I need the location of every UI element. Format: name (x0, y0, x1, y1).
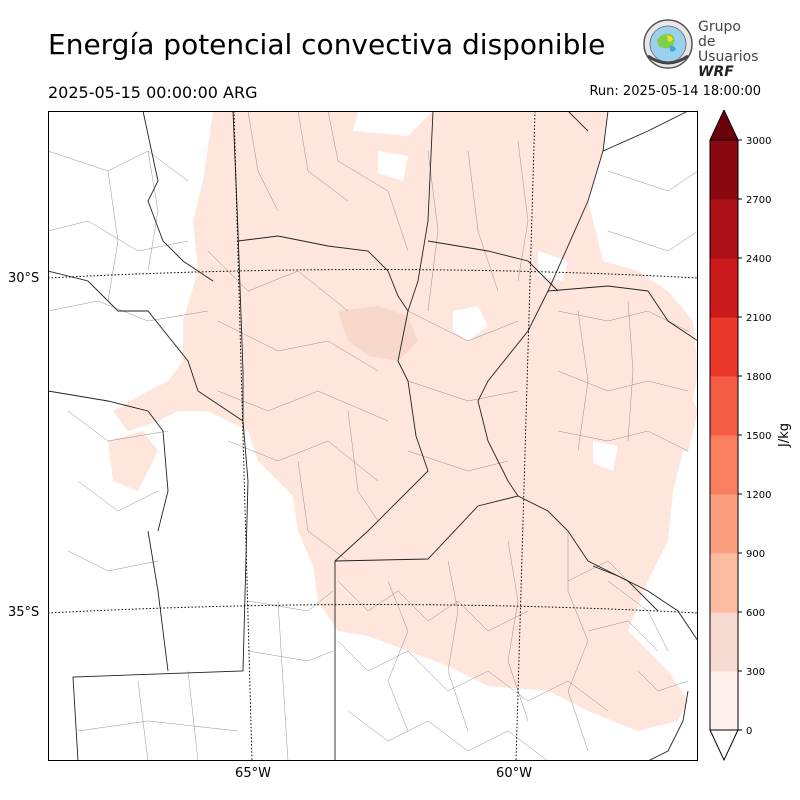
logo-line-2: Usuarios (698, 49, 759, 65)
cape-hole-3 (593, 441, 618, 471)
logo-line-3: WRF (698, 64, 734, 80)
colorbar-segment (710, 553, 738, 613)
colorbar-tick-label: 1500 (746, 431, 771, 442)
map-title: Energía potencial convectiva disponible (48, 28, 606, 61)
logo-line-1: Grupo de (698, 19, 741, 50)
cape-hole-4 (378, 151, 408, 181)
lon-label-65w: 65°W (235, 766, 271, 781)
globe-icon (643, 19, 693, 69)
cape-map (48, 111, 698, 761)
graticule (48, 111, 698, 761)
colorbar-segment (710, 317, 738, 377)
colorbar-segment (710, 612, 738, 672)
parallel-30s (48, 269, 698, 279)
cape-east-patch (648, 391, 698, 451)
province-boundaries (48, 111, 698, 761)
lon-label-60w: 60°W (496, 766, 532, 781)
colorbar-segment (710, 435, 738, 495)
colorbar-tick-label: 2400 (746, 254, 771, 265)
colorbar-tick-label: 2700 (746, 195, 771, 206)
cape-coast-patch (608, 676, 663, 716)
colorbar-min-extend (709, 729, 739, 762)
colorbar-segment (710, 376, 738, 436)
colorbar-segment (710, 494, 738, 554)
colorbar-segment (710, 140, 738, 200)
department-boundaries (48, 111, 698, 761)
colorbar-tick-label: 3000 (746, 136, 771, 147)
cape-hole-2 (538, 251, 568, 281)
valid-time: 2025-05-15 00:00:00 ARG (48, 83, 258, 102)
colorbar-tick-label: 1200 (746, 490, 771, 501)
colorbar-unit-label: J/kg (777, 423, 792, 448)
colorbar-segment (710, 671, 738, 731)
colorbar-max-extend (709, 110, 739, 141)
colorbar-tick-label: 300 (746, 667, 765, 678)
lat-label-30s: 30°S (8, 271, 40, 286)
parallel-35s (48, 604, 698, 614)
cape-west-patch (108, 431, 158, 491)
colorbar: 0 300 600 900 1200 1500 1800 2100 2400 2700 3000 J… (709, 110, 792, 762)
colorbar-ticks: 0 300 600 900 1200 1500 1800 2100 2400 2700 3000 (738, 136, 771, 737)
colorbar-segment (710, 258, 738, 318)
colorbar-tick-label: 900 (746, 549, 765, 560)
map-frame (48, 111, 698, 761)
lat-label-35s: 35°S (8, 605, 40, 620)
colorbar-tick-label: 0 (746, 726, 752, 737)
colorbar-tick-label: 2100 (746, 313, 771, 324)
colorbar-segments (709, 139, 739, 731)
cape-max-region (338, 306, 418, 361)
colorbar-segment (710, 199, 738, 259)
grupo-usuarios-wrf-logo: Grupo de Usuarios WRF (640, 18, 760, 80)
cape-hole-1 (453, 306, 488, 341)
colorbar-tick-label: 600 (746, 608, 765, 619)
run-time: Run: 2025-05-14 18:00:00 (589, 84, 761, 99)
cape-field (108, 111, 698, 731)
colorbar-tick-label: 1800 (746, 372, 771, 383)
